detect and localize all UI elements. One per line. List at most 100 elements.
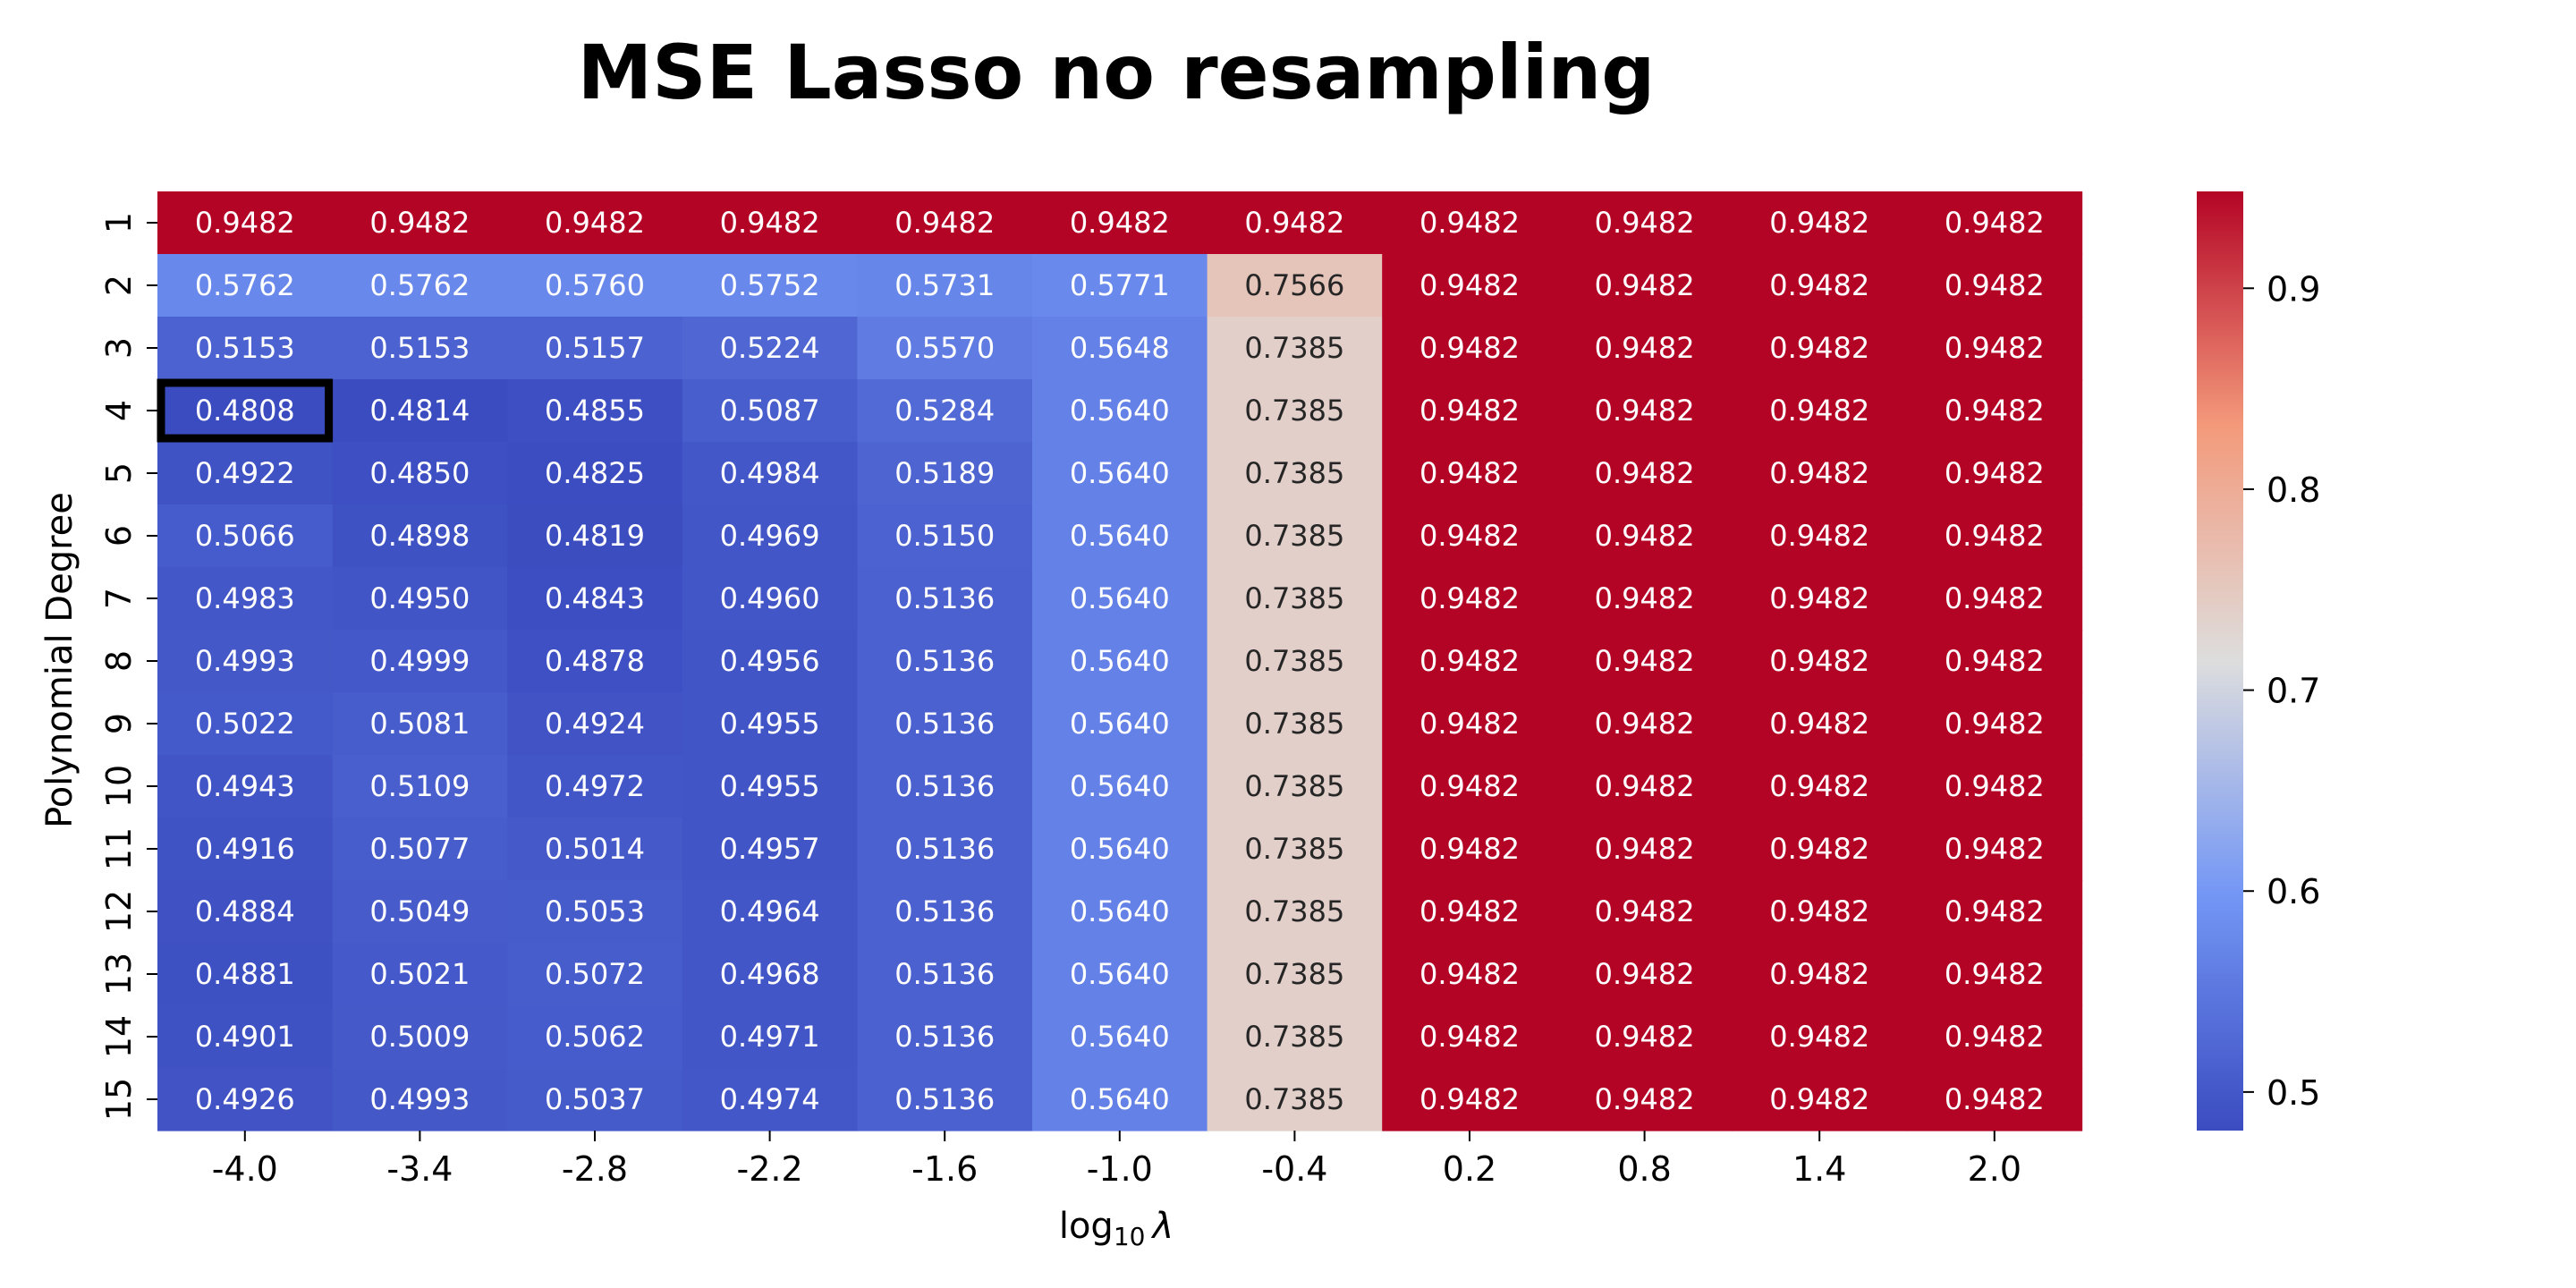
heatmap-cell: [857, 191, 1033, 255]
heatmap-cell-label: 0.7385: [1244, 1082, 1344, 1116]
heatmap-cell-label: 0.5136: [894, 707, 995, 741]
heatmap-cell: [1732, 191, 1908, 255]
heatmap-cell-label: 0.9482: [894, 206, 995, 240]
heatmap-cell: [1556, 943, 1733, 1006]
heatmap-cell: [1032, 692, 1208, 756]
heatmap-cell: [332, 943, 508, 1006]
heatmap-cell: [1732, 880, 1908, 944]
heatmap-cell: [857, 755, 1033, 818]
x-tick-label: -2.8: [562, 1149, 628, 1189]
heatmap-cell-label: 0.5640: [1070, 1020, 1170, 1054]
heatmap-cell: [682, 379, 858, 443]
x-tick-label: -2.2: [737, 1149, 803, 1189]
heatmap-cell-label: 0.5640: [1070, 832, 1170, 866]
y-tick-label: 2: [99, 275, 139, 296]
heatmap-cell-label: 0.4898: [369, 519, 470, 553]
heatmap-cell-label: 0.5066: [195, 519, 295, 553]
heatmap-cell-label: 0.9482: [1419, 957, 1520, 991]
heatmap-cell: [1907, 379, 2083, 443]
heatmap-cell-label: 0.4916: [195, 832, 295, 866]
heatmap-cell-label: 0.9482: [1945, 644, 2045, 678]
heatmap-cell-label: 0.4819: [545, 519, 645, 553]
heatmap-cell-label: 0.9482: [1419, 394, 1520, 428]
heatmap-cell-label: 0.9482: [1769, 769, 1869, 803]
heatmap-cell-label: 0.5640: [1070, 581, 1170, 615]
heatmap-cell-label: 0.5752: [720, 268, 820, 302]
heatmap-cell: [682, 630, 858, 693]
heatmap-cell: [157, 191, 334, 255]
heatmap-cell-label: 0.5640: [1070, 957, 1170, 991]
y-tick-label: 11: [99, 827, 139, 870]
heatmap-cell: [1032, 504, 1208, 568]
heatmap-cell-label: 0.5014: [545, 832, 645, 866]
heatmap-cell-label: 0.5037: [545, 1082, 645, 1116]
heatmap-cell-label: 0.5648: [1070, 331, 1170, 365]
heatmap-cell-label: 0.4922: [195, 456, 295, 490]
heatmap-cell: [157, 630, 334, 693]
heatmap-cell: [1382, 755, 1558, 818]
heatmap-cell: [1907, 755, 2083, 818]
colorbar-tick-label: 0.6: [2267, 872, 2320, 911]
x-tick-label: 1.4: [1792, 1149, 1846, 1189]
colorbar-tick-label: 0.7: [2267, 672, 2320, 711]
heatmap-cell: [507, 504, 683, 568]
heatmap-cell-label: 0.4956: [720, 644, 820, 678]
heatmap-cell: [332, 1068, 508, 1131]
heatmap-cell: [1907, 567, 2083, 631]
heatmap-cell-label: 0.9482: [1419, 707, 1520, 741]
heatmap-cell-label: 0.5153: [369, 331, 470, 365]
heatmap-cell-label: 0.5189: [894, 456, 995, 490]
x-tick-label: -1.0: [1087, 1149, 1153, 1189]
x-tick-label: -0.4: [1261, 1149, 1327, 1189]
heatmap-cell-label: 0.4972: [545, 769, 645, 803]
heatmap-cell-label: 0.9482: [1419, 769, 1520, 803]
heatmap-cell-label: 0.4850: [369, 456, 470, 490]
heatmap-cell-label: 0.5021: [369, 957, 470, 991]
heatmap-cell: [1382, 504, 1558, 568]
heatmap-cell-label: 0.5049: [369, 894, 470, 928]
heatmap-cell-label: 0.7385: [1244, 331, 1344, 365]
heatmap-cell-label: 0.9482: [195, 206, 295, 240]
heatmap-cell: [1382, 379, 1558, 443]
heatmap-cell-label: 0.4993: [195, 644, 295, 678]
heatmap-cell-label: 0.5136: [894, 894, 995, 928]
heatmap-cell: [1732, 317, 1908, 380]
heatmap-cell-label: 0.4960: [720, 581, 820, 615]
y-axis-label: Polynomial Degree: [39, 492, 80, 828]
heatmap-cell-label: 0.9482: [1595, 707, 1695, 741]
heatmap-cell-label: 0.4983: [195, 581, 295, 615]
heatmap-cell: [682, 818, 858, 881]
heatmap-cell: [1032, 254, 1208, 318]
heatmap-cell: [682, 1068, 858, 1131]
heatmap-cell: [1907, 1068, 2083, 1131]
x-axis: -4.0 -3.4 -2.8 -2.2 -1.6 -1.0 -0.4 0.2 0.8 1.4 2.0: [212, 1131, 2021, 1189]
heatmap-cell: [1556, 880, 1733, 944]
colorbar-gradient: [2197, 191, 2243, 1131]
heatmap-cell-label: 0.4969: [720, 519, 820, 553]
heatmap-cell: [1907, 692, 2083, 756]
heatmap-cell: [332, 504, 508, 568]
heatmap-cell-label: 0.5640: [1070, 644, 1170, 678]
heatmap-cell-label: 0.5640: [1070, 894, 1170, 928]
heatmap-cell-label: 0.5072: [545, 957, 645, 991]
heatmap-cell: [1556, 1068, 1733, 1131]
heatmap-cell-label: 0.9482: [1769, 832, 1869, 866]
heatmap-cell-label: 0.9482: [1419, 832, 1520, 866]
heatmap-cell: [857, 818, 1033, 881]
heatmap-cell: [1732, 442, 1908, 505]
heatmap-cell: [682, 191, 858, 255]
heatmap-cell: [1382, 317, 1558, 380]
heatmap-cell: [332, 442, 508, 505]
x-tick-label: -1.6: [911, 1149, 978, 1189]
heatmap-cell-label: 0.9482: [1769, 331, 1869, 365]
heatmap-cell-label: 0.5640: [1070, 769, 1170, 803]
heatmap-cell-label: 0.7385: [1244, 581, 1344, 615]
heatmap-cell-label: 0.9482: [1769, 519, 1869, 553]
heatmap-cell: [1382, 880, 1558, 944]
heatmap-cell-label: 0.7385: [1244, 957, 1344, 991]
x-tick-label: 0.8: [1617, 1149, 1671, 1189]
colorbar-tick-label: 0.9: [2267, 269, 2320, 309]
heatmap-cell-label: 0.5771: [1070, 268, 1170, 302]
y-tick-label: 4: [99, 400, 139, 421]
heatmap-cell: [332, 755, 508, 818]
